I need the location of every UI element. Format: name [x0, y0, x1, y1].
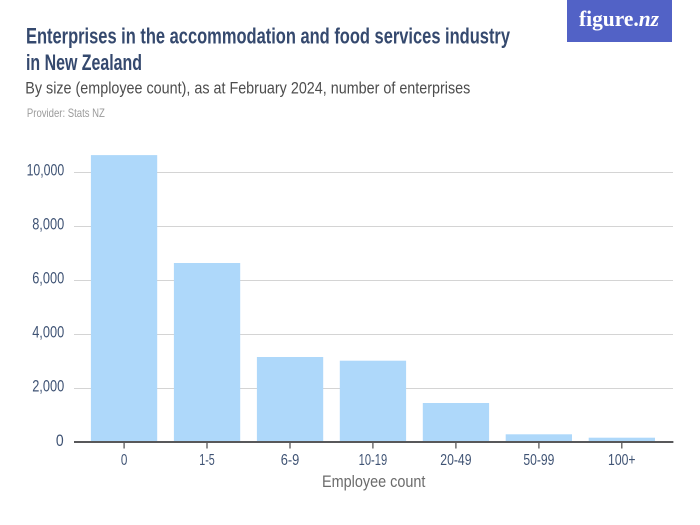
svg-text:figure.nz: figure.nz	[579, 6, 659, 31]
svg-text:10-19: 10-19	[359, 452, 388, 469]
svg-text:1-5: 1-5	[199, 452, 215, 469]
svg-text:By size (employee count), as a: By size (employee count), as at February…	[25, 78, 470, 97]
svg-text:Enterprises in the accommodati: Enterprises in the accommodation and foo…	[26, 23, 511, 48]
svg-text:10,000: 10,000	[27, 162, 65, 180]
svg-text:20-49: 20-49	[440, 452, 471, 469]
svg-text:2,000: 2,000	[32, 377, 64, 395]
svg-text:8,000: 8,000	[32, 215, 64, 233]
svg-text:Provider: Stats NZ: Provider: Stats NZ	[27, 106, 105, 120]
svg-text:50-99: 50-99	[523, 452, 554, 469]
svg-text:Employee count: Employee count	[322, 472, 426, 491]
svg-text:in New Zealand: in New Zealand	[26, 50, 142, 75]
svg-text:100+: 100+	[608, 452, 636, 469]
svg-text:6,000: 6,000	[32, 269, 64, 287]
svg-text:0: 0	[121, 452, 128, 469]
svg-text:4,000: 4,000	[32, 323, 64, 341]
svg-text:6-9: 6-9	[281, 452, 300, 469]
svg-text:0: 0	[56, 432, 64, 450]
